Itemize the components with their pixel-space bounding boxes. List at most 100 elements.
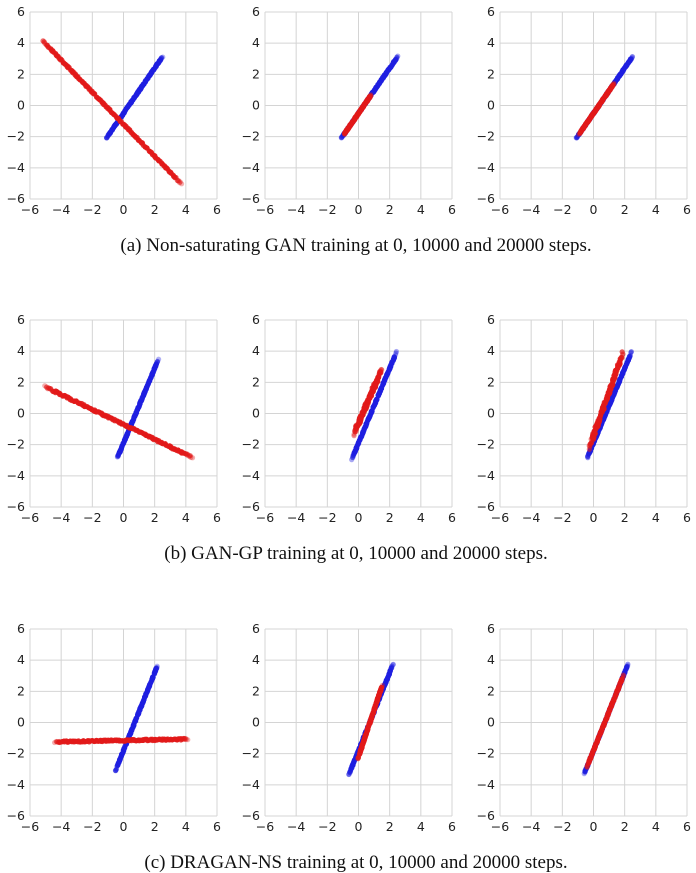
y-tick-label: 2 xyxy=(17,66,25,81)
x-tick-label: 0 xyxy=(120,510,128,525)
y-tick-label: −4 xyxy=(477,468,495,483)
y-tick-label: −2 xyxy=(7,746,25,761)
scatter-point-red xyxy=(620,675,626,681)
scatter-point-blue xyxy=(154,359,161,365)
x-tick-label: 2 xyxy=(621,510,629,525)
scatter-panel-b-0: −6 −4 −2 0 2 4 6 −6 −4 −2 0 2 4 6 xyxy=(7,312,221,525)
scatter-point-red xyxy=(379,367,385,373)
x-tick-label: 6 xyxy=(683,819,691,834)
x-tick-label: −4 xyxy=(287,202,305,217)
y-tick-label: 4 xyxy=(252,652,260,667)
scatter-point-blue xyxy=(388,665,394,672)
scatter-panel-c-0: −6 −4 −2 0 2 4 6 −6 −4 −2 0 2 4 6 xyxy=(7,621,221,834)
scatter-panel-b-20000: −6 −4 −2 0 2 4 6 −6 −4 −2 0 2 4 6 xyxy=(477,312,691,525)
x-tick-label: −4 xyxy=(287,819,305,834)
scatter-point-red xyxy=(377,368,384,374)
scatter-point-blue xyxy=(389,663,395,669)
scatter-point-red xyxy=(379,684,385,691)
caption-b: (b) GAN-GP training at 0, 10000 and 2000… xyxy=(164,543,547,564)
scatter-point-blue xyxy=(625,663,631,669)
scatter-point-red xyxy=(178,181,185,187)
points-group xyxy=(338,53,401,141)
scatter-point-red xyxy=(183,736,189,742)
y-tick-label: −4 xyxy=(477,777,495,792)
x-tick-label: −6 xyxy=(256,202,274,217)
scatter-point-red xyxy=(620,672,626,678)
y-tick-label: −6 xyxy=(7,808,25,823)
x-tick-label: −2 xyxy=(83,819,101,834)
scatter-point-blue xyxy=(629,55,635,61)
scatter-point-red xyxy=(363,404,369,410)
scatter-point-red xyxy=(617,358,623,365)
scatter-point-blue xyxy=(391,354,397,360)
scatter-point-red xyxy=(618,355,625,361)
x-tick-label: 2 xyxy=(386,202,394,217)
scatter-point-blue xyxy=(627,352,633,359)
scatter-point-red xyxy=(182,735,188,742)
scatter-panels: −6 −4 −2 0 2 4 6 −6 −4 −2 0 2 4 6 −6 −4 −2 0 2 4 6 −6 −4 −2 0 2 4 6… xyxy=(7,4,691,834)
y-tick-label: 0 xyxy=(17,98,25,113)
x-tick-label: 4 xyxy=(182,202,190,217)
x-tick-label: 0 xyxy=(355,819,363,834)
scatter-point-red xyxy=(595,736,601,742)
y-tick-label: 4 xyxy=(487,343,495,358)
scatter-point-red xyxy=(615,365,621,371)
scatter-point-red xyxy=(611,81,617,88)
y-tick-label: 6 xyxy=(487,4,495,19)
scatter-point-red xyxy=(189,455,196,461)
x-tick-label: 2 xyxy=(151,510,159,525)
y-tick-label: −4 xyxy=(242,777,260,792)
points-group xyxy=(573,54,636,141)
y-tick-label: 6 xyxy=(17,312,25,327)
scatter-point-blue xyxy=(154,359,160,365)
x-tick-label: −2 xyxy=(318,202,336,217)
x-tick-label: 6 xyxy=(213,202,221,217)
scatter-panel-b-10000: −6 −4 −2 0 2 4 6 −6 −4 −2 0 2 4 6 xyxy=(242,312,456,525)
y-tick-label: 6 xyxy=(252,312,260,327)
scatter-point-red xyxy=(606,391,612,397)
scatter-point-blue xyxy=(629,54,635,60)
y-tick-label: 0 xyxy=(252,406,260,421)
scatter-point-red xyxy=(187,453,194,459)
scatter-point-blue xyxy=(628,350,634,356)
y-tick-label: 6 xyxy=(252,621,260,636)
scatter-point-red xyxy=(613,371,619,377)
y-tick-label: 0 xyxy=(252,715,260,730)
scatter-point-red xyxy=(375,378,381,384)
x-tick-label: −4 xyxy=(52,510,70,525)
x-tick-label: −6 xyxy=(491,202,509,217)
y-tick-label: 6 xyxy=(487,312,495,327)
scatter-point-red xyxy=(601,406,607,412)
scatter-point-red xyxy=(592,430,598,436)
x-tick-label: 2 xyxy=(151,202,159,217)
x-tick-label: 2 xyxy=(621,819,629,834)
scatter-point-red xyxy=(618,678,625,684)
scatter-point-blue xyxy=(378,385,385,392)
y-tick-label: 2 xyxy=(252,374,260,389)
scatter-point-blue xyxy=(393,352,399,358)
x-tick-label: 6 xyxy=(448,202,456,217)
y-tick-label: −6 xyxy=(477,808,495,823)
y-tick-label: −6 xyxy=(242,808,260,823)
y-tick-label: 4 xyxy=(252,343,260,358)
y-tick-label: −2 xyxy=(477,129,495,144)
scatter-point-red xyxy=(177,179,183,185)
x-tick-label: 4 xyxy=(652,819,660,834)
scatter-point-blue xyxy=(624,665,630,671)
x-tick-label: 0 xyxy=(590,819,598,834)
scatter-panel-a-20000: −6 −4 −2 0 2 4 6 −6 −4 −2 0 2 4 6 xyxy=(477,4,691,217)
x-tick-label: −2 xyxy=(318,510,336,525)
scatter-point-blue xyxy=(394,56,400,62)
scatter-point-red xyxy=(609,82,616,88)
x-tick-label: 4 xyxy=(182,510,190,525)
x-tick-label: −6 xyxy=(21,510,39,525)
y-tick-label: −6 xyxy=(477,191,495,206)
x-tick-label: 6 xyxy=(213,819,221,834)
x-tick-label: 0 xyxy=(355,202,363,217)
points-group xyxy=(585,348,635,461)
scatter-panel-c-10000: −6 −4 −2 0 2 4 6 −6 −4 −2 0 2 4 6 xyxy=(242,621,456,834)
y-tick-label: 0 xyxy=(487,715,495,730)
scatter-point-blue xyxy=(158,55,164,61)
scatter-point-blue xyxy=(153,665,159,672)
y-tick-label: 4 xyxy=(17,652,25,667)
